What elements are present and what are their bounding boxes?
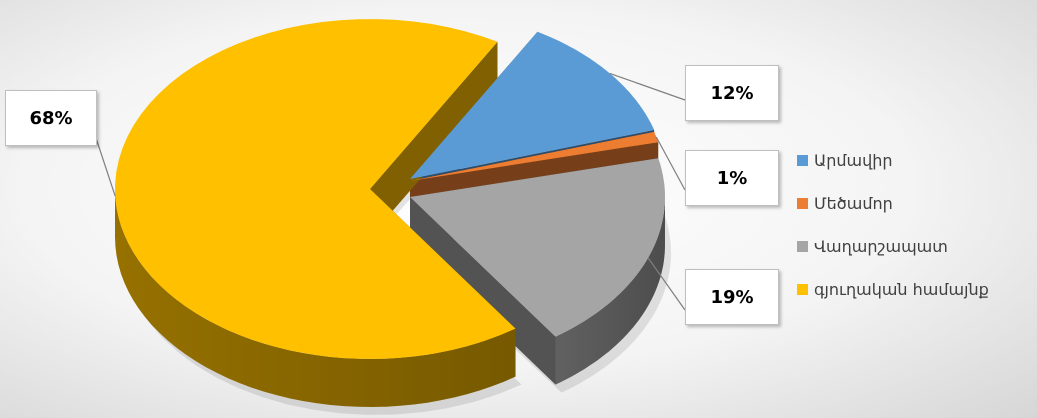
data-label-vagharshapat: 19% — [685, 269, 779, 325]
legend-item-metsamor: Մեծամոր — [797, 193, 989, 213]
legend-swatch — [797, 197, 808, 209]
slice-metsamor — [410, 131, 659, 181]
data-label-rural: 68% — [5, 90, 97, 146]
legend-item-vagharshapat: Վաղարշապատ — [797, 236, 989, 256]
slice-armavir-leader-line — [609, 72, 686, 101]
slice-rural-leader-line — [94, 134, 116, 197]
legend: Արմավիր Մեծամոր Վաղարշապատ գյուղական համ… — [797, 150, 989, 322]
slice-vagharshapat-wall-1 — [410, 197, 556, 385]
legend-swatch — [797, 154, 808, 166]
legend-label: Վաղարշապատ — [814, 236, 948, 256]
legend-label: Մեծամոր — [814, 193, 893, 213]
data-label-metsamor: 1% — [685, 150, 779, 206]
slice-rural-wall-1 — [370, 41, 498, 237]
slice-vagharshapat — [410, 158, 665, 337]
legend-swatch — [797, 240, 808, 252]
slice-rural — [115, 19, 516, 359]
slice-vagharshapat-side-shade-0 — [555, 197, 665, 385]
legend-item-rural: գյուղական համայնք — [797, 279, 989, 299]
legend-label: գյուղական համայնք — [814, 279, 989, 299]
slice-rural-side-shade-0 — [115, 189, 516, 407]
slice-vagharshapat-leader-line — [647, 257, 686, 311]
slice-armavir — [410, 31, 655, 179]
legend-label: Արմավիր — [814, 150, 893, 170]
legend-item-armavir: Արմավիր — [797, 150, 989, 170]
legend-swatch — [797, 283, 808, 295]
data-label-armavir: 12% — [685, 65, 779, 121]
slice-metsamor-leader-line — [655, 136, 686, 191]
